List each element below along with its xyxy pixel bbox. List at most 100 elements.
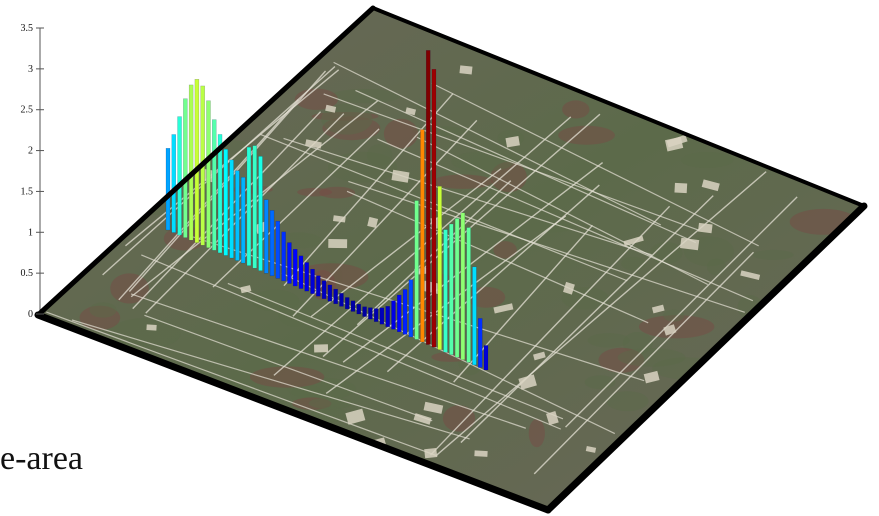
bar: [362, 306, 367, 317]
terrain-patch: [558, 125, 615, 145]
bar: [414, 200, 419, 340]
bar: [293, 249, 298, 287]
terrain-pad: [563, 281, 575, 295]
terrain-patch: [249, 366, 325, 388]
terrain-patch: [493, 241, 517, 259]
y-tick-label: 0.5: [21, 268, 34, 279]
frame-edge-back: [371, 6, 866, 208]
terrain-pad: [518, 374, 537, 390]
terrain-road: [533, 251, 755, 475]
bar: [223, 149, 229, 256]
terrain-patch: [562, 100, 590, 119]
terrain-patch: [330, 88, 401, 104]
terrain-pad: [663, 324, 677, 336]
terrain-pad: [643, 370, 660, 384]
bar: [373, 308, 379, 322]
bar: [397, 294, 402, 333]
terrain-patch: [650, 241, 683, 265]
terrain-pad: [325, 104, 337, 113]
terrain-patch: [79, 305, 121, 330]
bar: [281, 231, 286, 282]
terrain-patch: [663, 309, 685, 322]
terrain-texture: [46, 27, 858, 475]
bar: [298, 255, 304, 289]
bar: [264, 199, 269, 274]
terrain-patch: [638, 315, 715, 339]
bar: [391, 300, 396, 330]
bar: [460, 212, 466, 361]
terrain-pad: [146, 324, 157, 331]
terrain-patch: [681, 151, 734, 169]
bar: [165, 148, 171, 231]
bar: [188, 84, 194, 241]
bar: [420, 129, 425, 343]
terrain-road: [323, 93, 700, 232]
bar: [345, 297, 350, 310]
terrain-patch: [432, 174, 493, 189]
bar: [246, 146, 252, 266]
terrain-road: [333, 61, 662, 226]
terrain-pad: [328, 239, 348, 249]
bar: [472, 266, 477, 366]
terrain-road: [46, 311, 438, 457]
bar: [443, 229, 448, 353]
terrain-pad: [423, 401, 444, 414]
bar: [402, 289, 408, 335]
terrain-patch: [308, 397, 353, 410]
terrain-road: [260, 133, 628, 282]
terrain-pad: [680, 237, 700, 251]
y-tick-label: 1: [28, 227, 33, 238]
terrain-road: [355, 89, 697, 244]
bar: [368, 307, 373, 320]
terrain-pad: [623, 235, 644, 247]
terrain-patch: [327, 151, 398, 183]
terrain-road: [212, 128, 380, 288]
plot-frame: [34, 5, 868, 514]
bar: [252, 145, 257, 269]
y-tick-label: 3.5: [21, 23, 34, 34]
caption-text: e-area: [0, 440, 84, 477]
y-tick-label: 1.5: [21, 186, 34, 197]
terrain-road: [71, 319, 470, 440]
y-tick-label: 0: [28, 309, 33, 320]
terrain-patch: [598, 347, 645, 373]
terrain-patch: [587, 333, 630, 348]
bar: [425, 50, 431, 345]
bar: [212, 119, 217, 251]
terrain-patch: [383, 118, 419, 149]
terrain-pad: [697, 222, 713, 234]
terrain-patch: [290, 384, 324, 405]
terrain-patch: [366, 144, 393, 166]
terrain-pad: [674, 182, 688, 194]
terrain-pad: [493, 303, 514, 314]
terrain-pad: [413, 413, 432, 425]
bar: [171, 134, 176, 233]
bar: [478, 318, 483, 368]
terrain-patch: [297, 187, 333, 197]
terrain-patch: [617, 348, 686, 367]
bar: [321, 280, 327, 299]
terrain-pad: [701, 179, 720, 192]
bar: [454, 218, 460, 358]
terrain-road: [283, 93, 454, 287]
bar: [229, 159, 234, 259]
terrain-pad: [664, 136, 684, 152]
bar: [258, 156, 263, 271]
bar: [327, 284, 333, 302]
y-tick-label: 2.5: [21, 105, 34, 116]
terrain-road: [453, 224, 593, 383]
terrain-pad: [405, 107, 417, 116]
terrain-patch: [322, 116, 381, 141]
y-ticks: 0 0.5 1 1.5 2 2.5 3 3.5: [21, 23, 44, 320]
bar: [310, 268, 315, 294]
terrain-road: [130, 293, 526, 429]
terrain-pad: [533, 351, 546, 361]
terrain-road: [141, 254, 562, 430]
terrain-pad: [740, 270, 761, 280]
terrain-patch: [753, 249, 794, 260]
bar: [466, 227, 471, 363]
terrain-patch: [451, 151, 515, 172]
bar: [316, 275, 321, 297]
terrain-pad: [585, 445, 597, 453]
bar: [449, 223, 454, 355]
